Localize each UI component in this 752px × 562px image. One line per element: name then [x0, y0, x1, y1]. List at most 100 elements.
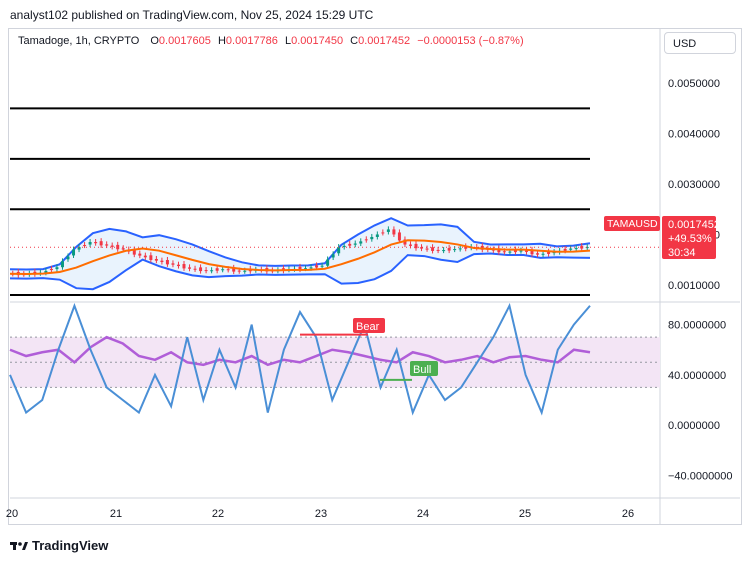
- candle-body: [121, 248, 125, 250]
- symbol-tag-bg: [604, 216, 660, 231]
- candle-body: [541, 253, 545, 255]
- candle-body: [414, 243, 418, 249]
- bull-label-bg: [410, 361, 438, 376]
- bear-label-bg: [353, 318, 385, 333]
- candle-body: [83, 245, 87, 247]
- ohlc-legend: Tamadoge, 1h, CRYPTO O0.0017605 H0.00177…: [18, 35, 524, 47]
- candle-body: [536, 253, 540, 255]
- candle-body: [210, 270, 214, 272]
- x-tick-label: 24: [417, 508, 429, 520]
- candle-body: [447, 248, 451, 251]
- candle-body: [165, 260, 169, 265]
- candle-body: [436, 249, 440, 251]
- candle-body: [326, 259, 330, 266]
- candle-body: [171, 263, 175, 265]
- x-tick-label: 26: [622, 508, 634, 520]
- open-label: O: [150, 35, 159, 47]
- price-tag-bg: [662, 216, 716, 259]
- candle-body: [149, 255, 153, 261]
- oscillator-tick-label: 80.0000000: [668, 320, 726, 332]
- candle-body: [569, 248, 573, 250]
- candle-body: [375, 234, 379, 237]
- price-tag-change: +49.53%: [668, 233, 712, 245]
- price-tag-countdown: 30:34: [668, 247, 696, 259]
- candle-body: [44, 270, 48, 273]
- candle-body: [320, 265, 324, 267]
- candle-body: [116, 244, 120, 250]
- candle-body: [298, 266, 302, 270]
- candle-body: [94, 242, 98, 244]
- x-tick-label: 20: [6, 508, 18, 520]
- currency-button[interactable]: USD: [664, 32, 736, 54]
- candle-body: [342, 245, 346, 248]
- candle-body: [60, 261, 64, 268]
- candle-body: [392, 229, 396, 235]
- candle-body: [232, 267, 236, 272]
- high-label: H: [217, 35, 226, 47]
- symbol-label[interactable]: Tamadoge, 1h, CRYPTO: [18, 35, 140, 47]
- candle-body: [309, 267, 313, 269]
- candle-body: [585, 247, 589, 249]
- moving-average-line: [9, 239, 591, 276]
- candle-body: [237, 270, 241, 272]
- candle-body: [182, 264, 186, 269]
- candle-body: [524, 250, 528, 252]
- candle-body: [193, 268, 197, 270]
- candle-body: [304, 268, 308, 270]
- candle-body: [502, 251, 506, 253]
- candle-body: [580, 246, 584, 249]
- candle-body: [154, 258, 158, 261]
- x-tick-label: 21: [110, 508, 122, 520]
- publisher-line: analyst102 published on TradingView.com,…: [10, 8, 374, 22]
- candle-body: [364, 239, 368, 241]
- close-label: C: [350, 35, 359, 47]
- candle-body: [453, 249, 457, 251]
- change-value: −0.0000153 (−0.87%): [417, 35, 524, 47]
- candle-body: [72, 249, 76, 256]
- price-tick-label: 0.0040000: [668, 129, 720, 141]
- candle-body: [386, 229, 390, 232]
- candle-body: [530, 249, 534, 255]
- rsi-line: [9, 335, 591, 367]
- candle-body: [497, 248, 501, 253]
- candle-body: [160, 260, 164, 263]
- candle-body: [199, 267, 203, 272]
- candle-body: [425, 248, 429, 250]
- bollinger-lower-line: [9, 252, 591, 291]
- bull-label: Bull: [413, 364, 431, 376]
- candle-body: [226, 269, 230, 271]
- candle-body: [77, 247, 81, 250]
- candle-body: [464, 246, 468, 249]
- stochastic-line: [9, 302, 591, 416]
- candle-body: [442, 250, 446, 252]
- close-value: 0.0017452: [358, 35, 411, 47]
- candle-body: [337, 247, 341, 254]
- candle-body: [508, 251, 512, 253]
- candle-body: [49, 268, 53, 271]
- candle-body: [132, 249, 136, 255]
- candle-body: [563, 248, 567, 251]
- candle-body: [55, 267, 59, 270]
- tradingview-icon: [10, 541, 28, 550]
- tradingview-logo[interactable]: TradingView: [10, 537, 108, 553]
- candle-body: [176, 264, 180, 267]
- oscillator-tick-label: 0.0000000: [668, 420, 720, 432]
- candle-body: [574, 248, 578, 250]
- candle-body: [221, 269, 225, 271]
- candle-body: [99, 241, 103, 246]
- price-tick-label: 0.0030000: [668, 179, 720, 191]
- candle-body: [188, 267, 192, 269]
- price-tick-label: 0.0010000: [668, 280, 720, 292]
- brand-name: TradingView: [32, 538, 109, 554]
- x-tick-label: 23: [315, 508, 327, 520]
- candle-body: [353, 243, 357, 245]
- oscillator-tick-label: 40.0000000: [668, 370, 726, 382]
- candle-body: [431, 247, 435, 251]
- price-tag-value: 0.0017452: [668, 219, 720, 231]
- high-value: 0.0017786: [225, 35, 278, 47]
- candle-body: [143, 255, 147, 258]
- x-tick-label: 22: [212, 508, 224, 520]
- price-tick-label: 0.0050000: [668, 78, 720, 90]
- candle-body: [105, 244, 109, 246]
